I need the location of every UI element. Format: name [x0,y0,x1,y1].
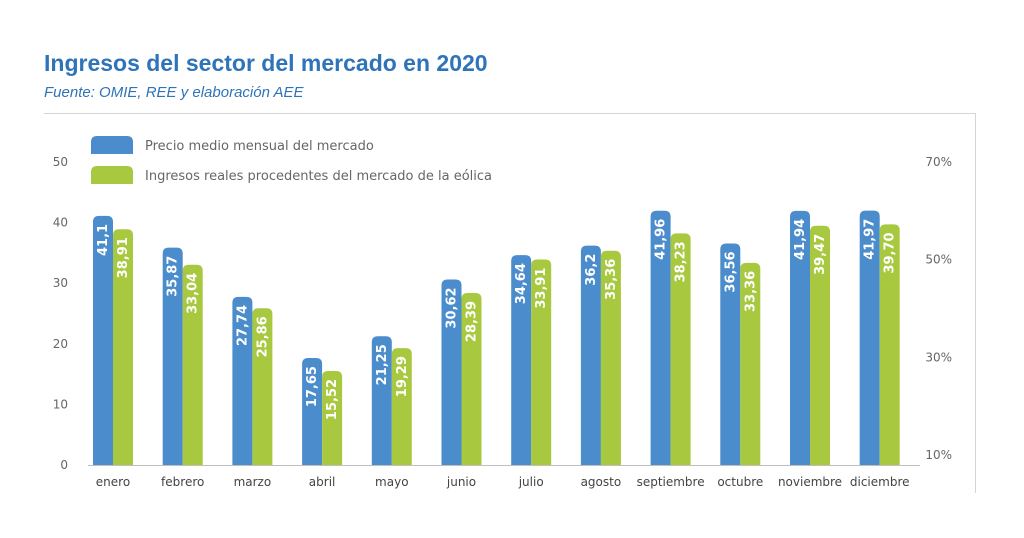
bar-precio [720,243,741,465]
chart-subtitle: Fuente: OMIE, REE y elaboración AEE [44,84,304,101]
data-label: 35,36 [604,259,619,300]
data-label: 27,74 [235,305,250,346]
data-label: 19,29 [395,356,410,397]
legend-label-2: Ingresos reales procedentes del mercado … [145,169,492,184]
data-label: 30,62 [445,287,460,328]
data-label: 41,1 [96,224,111,256]
legend-swatch-2 [91,166,133,184]
bar-precio [371,336,392,465]
data-label: 33,04 [186,273,201,314]
y2-tick-label: 10% [925,448,952,462]
bar-ingresos [461,292,482,465]
data-label: 39,70 [883,232,898,273]
data-label: 41,94 [793,219,808,260]
bar-ingresos [879,224,900,465]
x-tick-label: abril [309,475,336,489]
bar-ingresos [670,233,691,465]
data-label: 33,36 [743,271,758,312]
data-label: 34,64 [514,263,529,304]
x-tick-label: enero [96,475,130,489]
data-label: 36,2 [584,254,599,286]
data-label: 38,91 [116,237,131,278]
bar-precio [441,279,462,465]
data-label: 28,39 [465,301,480,342]
y2-tick-label: 50% [925,253,952,267]
x-tick-label: febrero [161,475,204,489]
legend-swatch-1 [91,136,133,154]
x-tick-label: mayo [375,475,409,489]
bar-ingresos [113,229,133,465]
bar-ingresos [391,348,412,465]
x-tick-label: noviembre [778,475,842,489]
bar-precio [93,215,113,465]
bar-precio [650,210,671,465]
chart-frame [44,113,976,493]
bar-precio [302,358,323,465]
bar-precio [162,247,183,465]
bar-precio [511,255,532,465]
bar-precio [580,245,601,465]
bar-ingresos [740,262,761,465]
data-label: 33,91 [534,268,549,309]
bar-ingresos [810,225,830,465]
bar-ingresos [322,370,343,465]
y-tick-label: 10 [53,397,68,411]
x-tick-label: agosto [581,475,622,489]
chart-title: Ingresos del sector del mercado en 2020 [44,50,488,76]
data-label: 21,25 [375,344,390,385]
y2-tick-label: 30% [925,350,952,364]
legend-label-1: Precio medio mensual del mercado [145,139,374,154]
data-label: 36,56 [723,251,738,292]
bar-precio [790,210,810,465]
x-tick-label: marzo [234,475,272,489]
data-label: 35,87 [166,256,181,297]
bar-ingresos [182,264,203,465]
y2-tick-label: 70% [925,155,952,169]
y-tick-label: 20 [53,337,68,351]
data-label: 38,23 [674,241,689,282]
bar-precio [859,210,880,465]
data-label: 15,52 [325,379,340,420]
x-tick-label: diciembre [850,475,910,489]
x-tick-label: septiembre [637,475,705,489]
data-label: 25,86 [255,316,270,357]
y-tick-label: 0 [60,458,68,472]
x-tick-label: junio [446,475,476,489]
y-tick-label: 50 [53,155,68,169]
data-label: 41,96 [654,219,669,260]
bar-ingresos [252,308,273,465]
data-label: 17,65 [305,366,320,407]
bar-precio [232,296,253,465]
y-tick-label: 30 [53,276,68,290]
x-tick-label: julio [518,475,544,489]
bar-ingresos [531,259,552,465]
data-label: 39,47 [813,234,828,275]
bar-ingresos [600,250,621,465]
x-tick-label: octubre [717,475,763,489]
data-label: 41,97 [863,219,878,260]
y-tick-label: 40 [53,216,68,230]
